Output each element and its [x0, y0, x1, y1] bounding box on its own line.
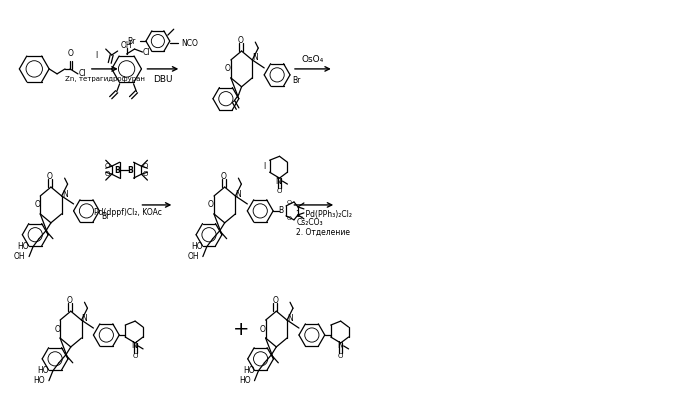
- Text: Br: Br: [292, 76, 301, 85]
- Text: N: N: [252, 53, 258, 62]
- Text: O: O: [105, 171, 110, 177]
- Text: HO: HO: [34, 376, 45, 385]
- Text: HO: HO: [239, 376, 250, 385]
- Text: Br: Br: [101, 212, 110, 221]
- Text: NCO: NCO: [182, 39, 199, 48]
- Text: OsO₄: OsO₄: [302, 55, 324, 64]
- Text: O: O: [225, 64, 231, 73]
- Text: +: +: [233, 320, 249, 338]
- Text: O: O: [34, 200, 40, 209]
- Text: N: N: [82, 314, 87, 323]
- Text: B: B: [114, 166, 120, 174]
- Text: O: O: [54, 325, 60, 334]
- Text: Br: Br: [128, 37, 136, 46]
- Text: 1. Pd(PPh₃)₂Cl₂: 1. Pd(PPh₃)₂Cl₂: [296, 210, 352, 219]
- Text: N: N: [62, 189, 68, 198]
- Text: HO: HO: [192, 242, 203, 251]
- Text: O: O: [273, 296, 278, 305]
- Text: O: O: [143, 163, 148, 169]
- Text: N: N: [287, 314, 293, 323]
- Text: Cl: Cl: [143, 48, 150, 57]
- Text: Zn, тетрагидрофуран: Zn, тетрагидрофуран: [65, 76, 145, 82]
- Text: O: O: [260, 325, 266, 334]
- Text: O: O: [277, 188, 282, 194]
- Text: HO: HO: [243, 366, 254, 375]
- Text: B: B: [278, 206, 284, 215]
- Text: N: N: [275, 176, 282, 185]
- Text: N: N: [131, 342, 137, 351]
- Text: HO: HO: [17, 242, 29, 251]
- Text: O: O: [238, 36, 243, 45]
- Text: Pd(dppf)Cl₂, KOAc: Pd(dppf)Cl₂, KOAc: [94, 208, 161, 217]
- Text: N: N: [337, 342, 343, 351]
- Text: O: O: [338, 353, 343, 359]
- Text: OH: OH: [121, 40, 132, 50]
- Text: HO: HO: [37, 366, 49, 375]
- Text: Cl: Cl: [78, 70, 86, 78]
- Text: B: B: [128, 166, 134, 174]
- Text: O: O: [143, 171, 148, 177]
- Text: OH: OH: [187, 252, 199, 261]
- Text: O: O: [67, 296, 73, 305]
- Text: DBU: DBU: [153, 75, 173, 84]
- Text: 2. Отделение: 2. Отделение: [296, 228, 350, 237]
- Text: OH: OH: [13, 252, 25, 261]
- Text: O: O: [105, 163, 110, 169]
- Text: O: O: [287, 216, 291, 221]
- Text: Cs₂CO₃: Cs₂CO₃: [296, 219, 323, 227]
- Text: I: I: [264, 162, 266, 171]
- Text: O: O: [68, 49, 74, 58]
- Text: N: N: [236, 189, 241, 198]
- Text: O: O: [47, 172, 53, 181]
- Text: O: O: [287, 200, 291, 206]
- Text: O: O: [221, 172, 226, 181]
- Text: O: O: [208, 200, 214, 209]
- Text: O: O: [132, 353, 138, 359]
- Text: I: I: [96, 51, 98, 59]
